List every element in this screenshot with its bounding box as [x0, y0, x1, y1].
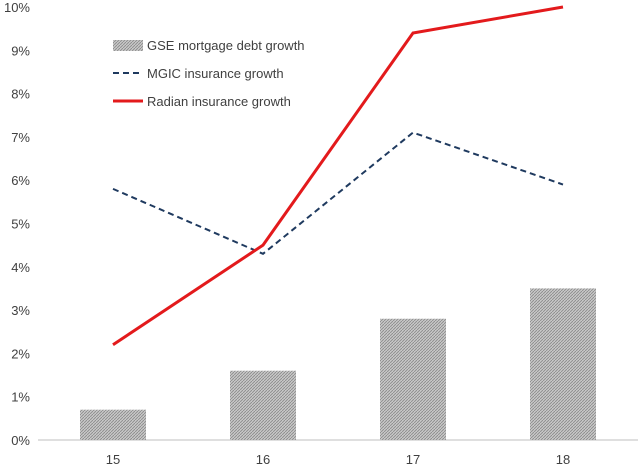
legend: GSE mortgage debt growth MGIC insurance g… [113, 38, 305, 109]
x-tick-label: 15 [106, 452, 120, 467]
legend-label: GSE mortgage debt growth [147, 38, 305, 53]
y-tick-label: 1% [11, 390, 30, 405]
y-tick-label: 9% [11, 43, 30, 58]
y-tick-label: 7% [11, 130, 30, 145]
x-tick-label: 17 [406, 452, 420, 467]
y-tick-label: 8% [11, 87, 30, 102]
y-tick-label: 5% [11, 217, 30, 232]
line-series [112, 5, 564, 346]
y-tick-label: 3% [11, 303, 30, 318]
y-tick-label: 4% [11, 260, 30, 275]
bar [530, 288, 596, 440]
x-axis: 15 16 17 18 [38, 439, 638, 467]
legend-label: Radian insurance growth [147, 94, 291, 109]
legend-label: MGIC insurance growth [147, 66, 284, 81]
bar-series [80, 288, 596, 440]
radian-line [112, 5, 564, 346]
mgic-line [112, 131, 564, 255]
y-tick-label: 0% [11, 433, 30, 448]
bar [380, 318, 446, 440]
y-tick-label: 2% [11, 346, 30, 361]
legend-swatch-bar [113, 40, 143, 51]
y-tick-label: 10% [4, 0, 30, 15]
y-axis: 0% 1% 2% 3% 4% 5% 6% 7% 8% 9% 10% [4, 0, 30, 448]
x-tick-label: 16 [256, 452, 270, 467]
y-tick-label: 6% [11, 173, 30, 188]
bar [230, 370, 296, 440]
x-tick-label: 18 [556, 452, 570, 467]
bar [80, 409, 146, 440]
